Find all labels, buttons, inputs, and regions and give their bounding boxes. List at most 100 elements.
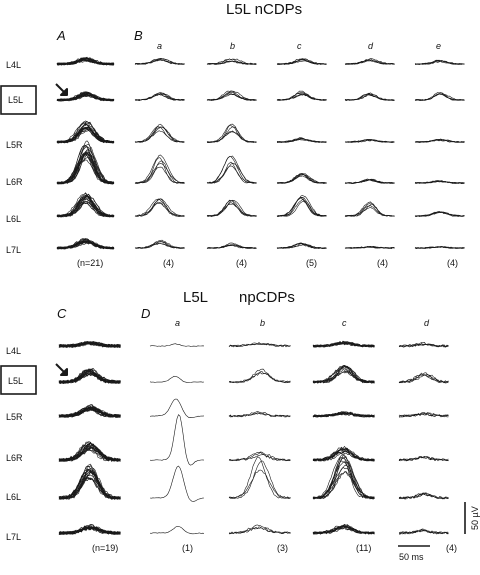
trace-sweep bbox=[56, 120, 115, 144]
trace-bundle bbox=[312, 453, 375, 500]
trace-sweep bbox=[56, 152, 115, 184]
row-label-l4l: L4L bbox=[6, 60, 21, 70]
trace-sweep bbox=[56, 123, 115, 144]
trace-sweep bbox=[312, 524, 375, 535]
trace-bundle bbox=[58, 463, 121, 501]
trace-sweep bbox=[312, 460, 375, 500]
trace-sweep bbox=[312, 341, 375, 348]
trace-sweep bbox=[345, 178, 395, 184]
trace-bundle bbox=[414, 180, 465, 184]
trace-bundle bbox=[228, 368, 291, 384]
trace-sweep bbox=[206, 165, 257, 184]
trace-sweep bbox=[276, 197, 327, 217]
trace-bundle bbox=[276, 58, 327, 65]
trace-sweep bbox=[56, 140, 115, 185]
trace-bundle bbox=[344, 245, 395, 249]
trace-sweep bbox=[134, 202, 185, 217]
trace-sweep bbox=[312, 448, 375, 462]
trace-sweep bbox=[344, 93, 395, 101]
bottom-title-right: npCDPs bbox=[239, 289, 295, 306]
trace-sweep bbox=[276, 58, 327, 65]
trace-bundle bbox=[344, 92, 395, 101]
trace-bundle bbox=[228, 410, 291, 418]
trace-bundle bbox=[206, 242, 257, 249]
trace-sweep bbox=[277, 199, 327, 217]
trace-bundle bbox=[56, 56, 115, 66]
count-b-a: (4) bbox=[163, 258, 174, 268]
trace-bundle bbox=[206, 58, 257, 65]
trace-sweep bbox=[149, 526, 205, 535]
trace-sweep bbox=[276, 197, 327, 217]
trace-bundle bbox=[414, 210, 465, 217]
trace-bundle bbox=[56, 91, 115, 102]
trace-sweep bbox=[206, 131, 257, 143]
trace-sweep bbox=[58, 371, 121, 384]
trace-bundle bbox=[228, 341, 291, 348]
trace-sweep bbox=[56, 159, 115, 185]
trace-sweep bbox=[398, 456, 449, 462]
trace-sweep bbox=[206, 244, 257, 249]
trace-sweep bbox=[134, 160, 185, 184]
trace-sweep bbox=[228, 524, 291, 535]
trace-bundle bbox=[149, 465, 205, 502]
trace-sweep bbox=[398, 411, 449, 418]
trace-sweep bbox=[56, 121, 115, 144]
trace-sweep bbox=[228, 469, 291, 500]
count-d-d: (4) bbox=[446, 543, 457, 553]
trace-bundle bbox=[149, 398, 205, 419]
trace-bundle bbox=[56, 140, 115, 185]
count-b-e: (4) bbox=[447, 258, 458, 268]
trace-sweep bbox=[58, 526, 121, 535]
trace-sweep bbox=[228, 526, 291, 535]
trace-sweep bbox=[56, 121, 115, 144]
trace-sweep bbox=[345, 139, 395, 143]
trace-sweep bbox=[56, 57, 115, 66]
trace-sweep bbox=[134, 198, 185, 217]
trace-sweep bbox=[414, 60, 465, 65]
row-label-l6l: L6L bbox=[6, 214, 21, 224]
trace-sweep bbox=[56, 144, 115, 185]
trace-sweep bbox=[206, 203, 257, 217]
trace-sweep bbox=[228, 368, 291, 384]
trace-sweep bbox=[149, 465, 205, 502]
count-a: (n=21) bbox=[77, 258, 103, 268]
trace-bundle bbox=[58, 524, 121, 536]
sub-label-c: c bbox=[297, 41, 302, 51]
trace-bundle bbox=[58, 368, 121, 385]
trace-bundle bbox=[134, 239, 185, 249]
bottom-title-left: L5L bbox=[183, 289, 208, 306]
trace-sweep bbox=[276, 93, 327, 101]
sub-label-d: d bbox=[368, 41, 374, 51]
trace-sweep bbox=[414, 246, 465, 249]
trace-sweep bbox=[59, 469, 121, 500]
trace-sweep bbox=[206, 124, 257, 143]
trace-bundle bbox=[134, 57, 185, 65]
trace-sweep bbox=[276, 173, 327, 184]
trace-sweep bbox=[134, 154, 185, 184]
trace-sweep bbox=[134, 59, 185, 65]
trace-sweep bbox=[312, 450, 375, 461]
trace-sweep bbox=[414, 180, 465, 184]
trace-sweep bbox=[207, 123, 257, 143]
trace-bundle bbox=[398, 528, 449, 535]
trace-bundle bbox=[312, 340, 375, 348]
sub-label-a: a bbox=[175, 318, 180, 328]
trace-bundle bbox=[228, 456, 291, 500]
trace-sweep bbox=[56, 127, 115, 144]
trace-sweep bbox=[344, 139, 395, 143]
trace-sweep bbox=[276, 139, 327, 143]
trace-sweep bbox=[398, 374, 449, 384]
trace-sweep bbox=[228, 460, 291, 499]
trace-sweep bbox=[58, 474, 121, 501]
trace-sweep bbox=[134, 163, 185, 184]
trace-sweep bbox=[398, 372, 449, 384]
sub-label-b: b bbox=[230, 41, 235, 51]
trace-bundle bbox=[149, 526, 205, 535]
trace-sweep bbox=[398, 343, 449, 348]
trace-sweep bbox=[206, 156, 257, 184]
trace-bundle bbox=[312, 524, 375, 535]
trace-sweep bbox=[312, 465, 375, 499]
trace-sweep bbox=[206, 93, 257, 101]
trace-sweep bbox=[149, 414, 205, 466]
trace-bundle bbox=[414, 92, 465, 101]
